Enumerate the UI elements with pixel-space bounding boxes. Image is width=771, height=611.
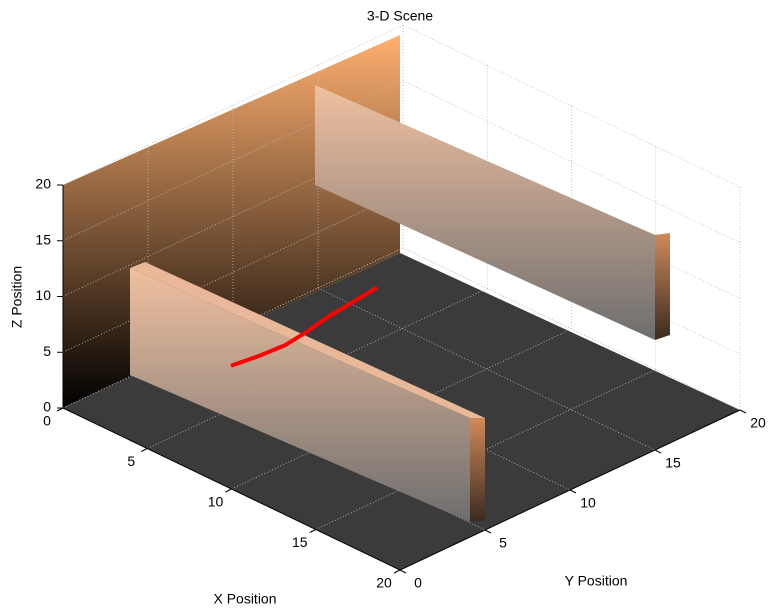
x-tick-label: 15 <box>292 534 308 550</box>
y-axis-label: Y Position <box>565 573 628 589</box>
chart-title: 3-D Scene <box>367 8 433 24</box>
y-tick <box>739 409 747 414</box>
y-tick <box>569 489 577 494</box>
z-tick-label: 5 <box>43 343 51 359</box>
y-tick <box>654 449 662 454</box>
grid-line <box>402 24 741 188</box>
y-tick-label: 5 <box>499 535 507 551</box>
x-axis <box>62 407 401 571</box>
z-tick-label: 0 <box>43 399 51 415</box>
y-tick-label: 15 <box>665 455 681 471</box>
y-tick-label: 0 <box>414 575 422 591</box>
grid-line <box>317 287 656 451</box>
y-axis <box>399 409 741 571</box>
x-tick <box>225 488 232 493</box>
y-tick-label: 20 <box>750 415 766 431</box>
grid-line <box>402 247 741 411</box>
x-tick <box>309 529 316 533</box>
y-tick <box>484 529 492 534</box>
x-tick-label: 5 <box>127 453 135 469</box>
z-tick-label: 20 <box>35 176 51 192</box>
x-tick-label: 20 <box>376 575 392 591</box>
wall <box>315 85 655 340</box>
x-tick-label: 10 <box>208 494 224 510</box>
y-tick-label: 10 <box>580 495 596 511</box>
z-tick-label: 10 <box>35 287 51 303</box>
x-tick <box>393 569 401 574</box>
wall-side <box>470 418 485 522</box>
x-tick <box>141 448 148 452</box>
wall-top <box>130 262 485 418</box>
wall <box>130 268 470 522</box>
x-axis-label: X Position <box>213 591 276 607</box>
z-axis-label: Z Position <box>9 266 25 328</box>
y-tick <box>399 569 407 574</box>
wall-side <box>655 233 670 340</box>
z-tick-label: 15 <box>35 231 51 247</box>
trajectory <box>230 285 379 368</box>
grid-line <box>402 80 741 244</box>
x-tick-label: 0 <box>43 413 51 429</box>
